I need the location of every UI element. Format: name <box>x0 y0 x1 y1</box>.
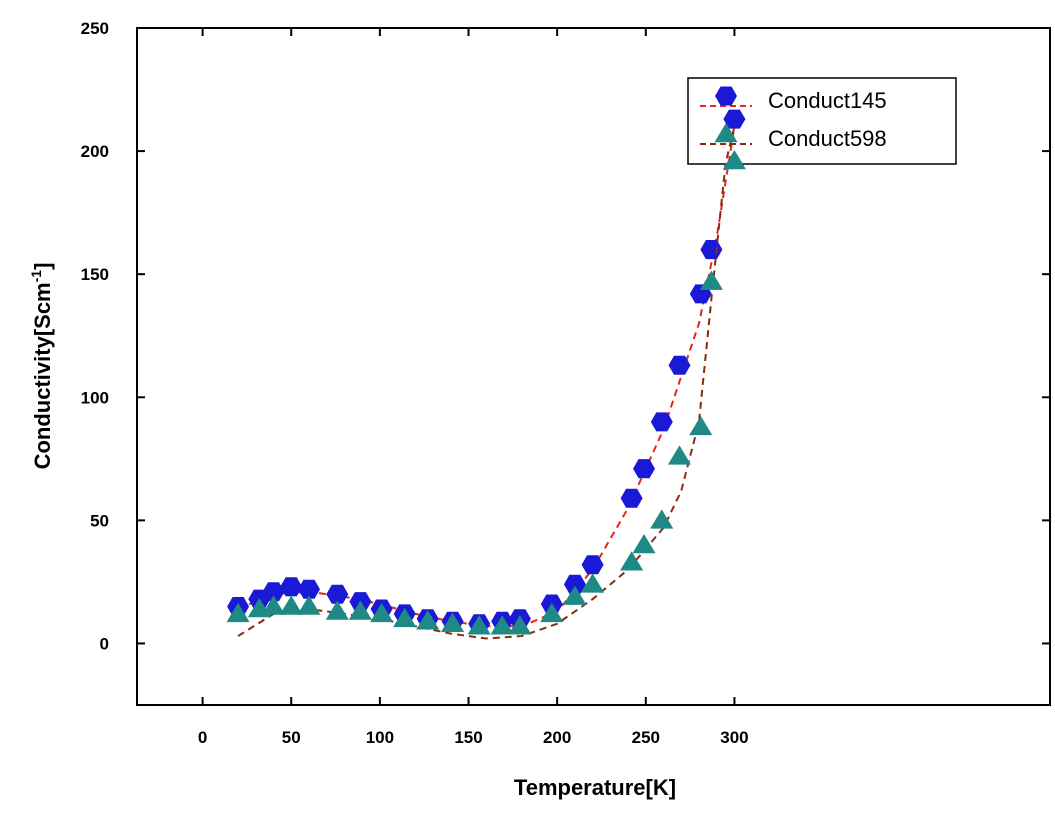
data-point <box>650 412 673 432</box>
x-tick-label: 200 <box>543 728 571 747</box>
fit-line <box>237 126 736 628</box>
x-tick-label: 250 <box>632 728 660 747</box>
data-point <box>325 600 349 620</box>
x-tick-label: 50 <box>282 728 301 747</box>
data-point <box>262 582 285 602</box>
data-point <box>279 595 303 615</box>
y-axis-title: Conductivity[Scm-1] <box>28 263 55 470</box>
x-tick-label: 0 <box>198 728 207 747</box>
y-tick-label: 200 <box>81 142 109 161</box>
data-point <box>393 607 417 628</box>
data-point <box>667 445 692 465</box>
data-point <box>467 615 491 635</box>
y-tick-label: 100 <box>81 388 109 407</box>
data-point <box>563 585 587 605</box>
y-axis-title-sup: -1 <box>28 270 44 283</box>
data-point <box>723 109 746 129</box>
data-point <box>441 612 465 633</box>
data-point <box>261 595 286 615</box>
data-point <box>581 555 604 575</box>
data-point <box>668 355 691 375</box>
y-tick-label: 50 <box>90 511 109 530</box>
y-axis-title-main: Conductivity[Scm <box>30 282 55 469</box>
legend-label: Conduct145 <box>768 88 887 113</box>
x-tick-label: 100 <box>366 728 394 747</box>
fit-line <box>237 126 736 640</box>
data-point <box>348 600 372 620</box>
data-point <box>650 509 674 529</box>
data-point <box>370 602 394 623</box>
x-axis-title: Temperature[K] <box>514 775 676 800</box>
data-point <box>581 573 605 593</box>
data-point <box>326 584 349 604</box>
y-tick-label: 150 <box>81 265 109 284</box>
data-point <box>490 615 514 635</box>
data-point <box>540 602 564 623</box>
data-point <box>700 240 723 260</box>
data-point <box>699 270 723 290</box>
data-point <box>633 459 655 479</box>
data-point <box>280 577 303 597</box>
data-point <box>563 574 586 594</box>
data-point <box>226 602 250 623</box>
data-point <box>416 610 440 630</box>
data-point <box>722 149 746 170</box>
x-tick-label: 150 <box>454 728 482 747</box>
legend-marker <box>715 86 737 106</box>
data-point <box>297 595 321 615</box>
y-tick-label: 250 <box>81 19 109 38</box>
plot-frame <box>136 27 1051 706</box>
legend-label: Conduct598 <box>768 126 887 151</box>
data-point <box>508 615 532 635</box>
data-point <box>689 415 713 436</box>
legend-marker <box>714 123 738 143</box>
y-axis-title-end: ] <box>30 263 55 270</box>
y-tick-label: 0 <box>100 634 109 653</box>
x-tick-label: 300 <box>720 728 748 747</box>
data-point <box>620 551 644 571</box>
data-point <box>298 579 320 599</box>
data-point <box>632 533 656 554</box>
data-point <box>620 488 643 508</box>
